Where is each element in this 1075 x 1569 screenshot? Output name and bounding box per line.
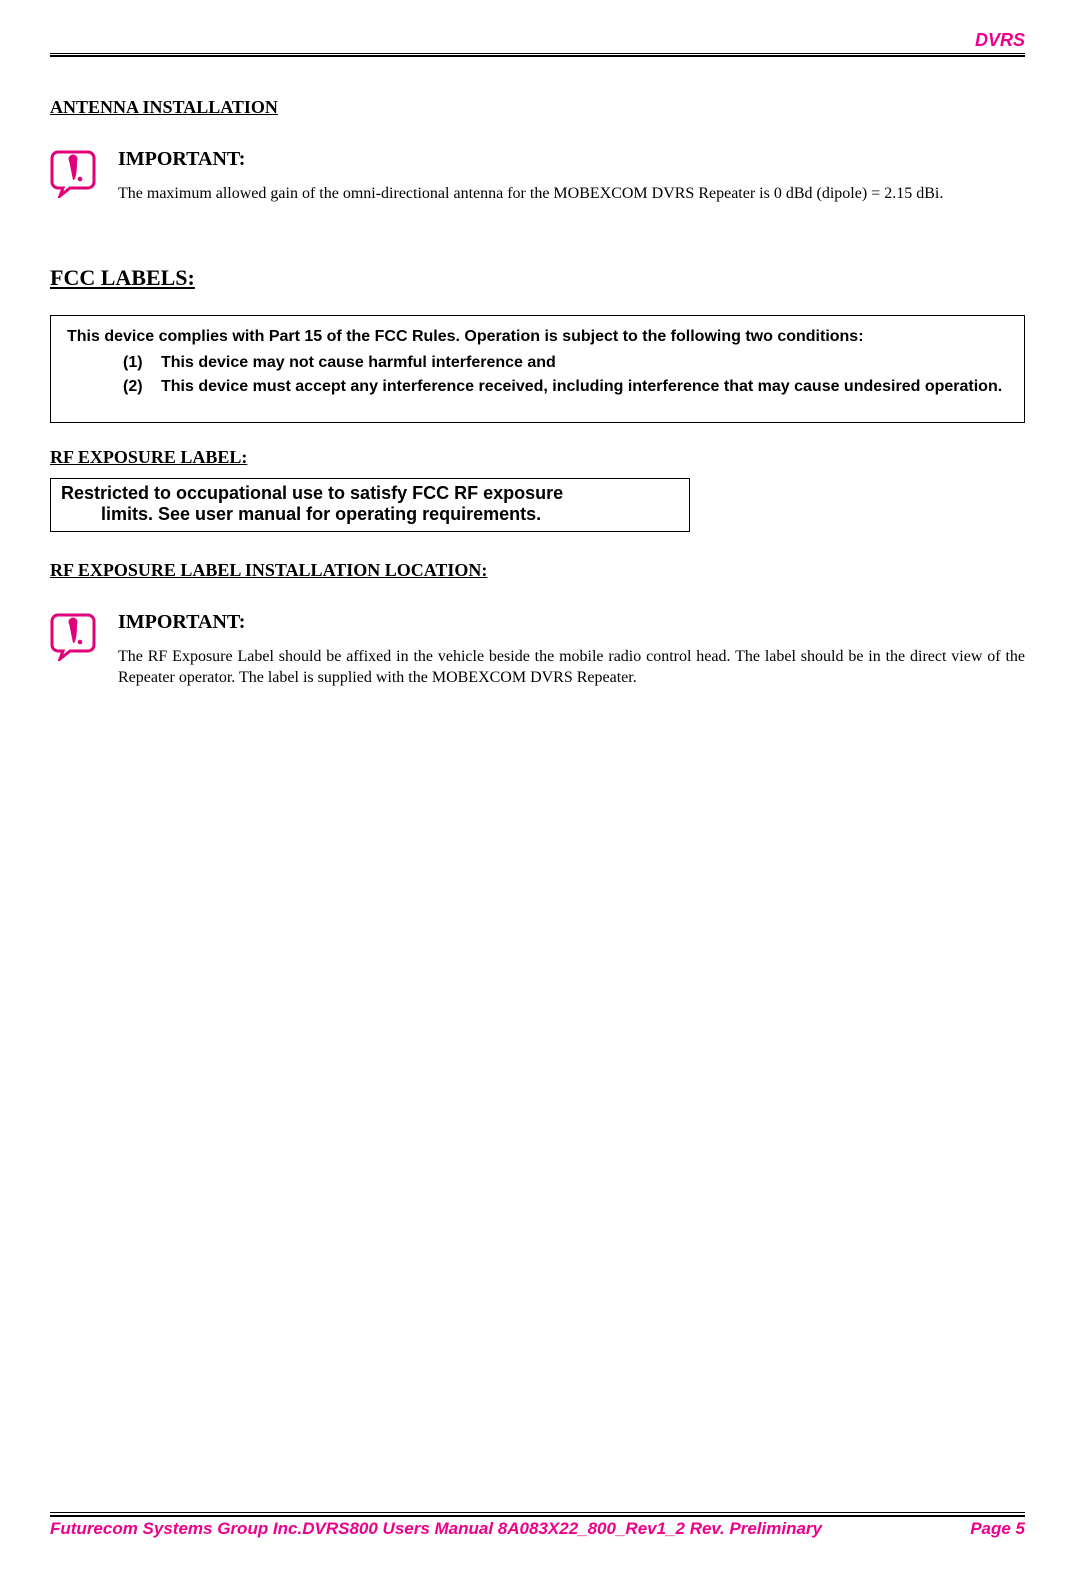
important-body-2: IMPORTANT: The RF Exposure Label should … xyxy=(118,611,1025,689)
footer-line: Futurecom Systems Group Inc.DVRS800 User… xyxy=(50,1515,1025,1539)
fcc-intro: This device complies with Part 15 of the… xyxy=(67,328,1008,346)
important-block-2: IMPORTANT: The RF Exposure Label should … xyxy=(50,611,1025,689)
footer-rule: Futurecom Systems Group Inc.DVRS800 User… xyxy=(50,1512,1025,1539)
rf-box-line1: Restricted to occupational use to satisf… xyxy=(61,483,679,504)
page: DVRS ANTENNA INSTALLATION IMPORTANT: The… xyxy=(0,0,1075,1569)
doc-title: DVRS xyxy=(975,30,1025,50)
header: DVRS xyxy=(50,30,1025,54)
footer-left: Futurecom Systems Group Inc.DVRS800 User… xyxy=(50,1519,822,1539)
important-icon xyxy=(50,611,100,661)
fcc-item-text: This device must accept any interference… xyxy=(161,378,1002,396)
important-text-1: The maximum allowed gain of the omni-dir… xyxy=(118,183,1025,205)
important-heading-2: IMPORTANT: xyxy=(118,611,1025,634)
fcc-item-num: (1) xyxy=(123,354,153,372)
important-heading-1: IMPORTANT: xyxy=(118,148,1025,171)
rf-box-line2: limits. See user manual for operating re… xyxy=(61,504,679,525)
content: ANTENNA INSTALLATION IMPORTANT: The maxi… xyxy=(50,57,1025,689)
fcc-box: This device complies with Part 15 of the… xyxy=(50,315,1025,423)
antenna-heading: ANTENNA INSTALLATION xyxy=(50,97,1025,118)
fcc-item: (2) This device must accept any interfer… xyxy=(123,378,1008,396)
fcc-item-num: (2) xyxy=(123,378,153,396)
footer: Futurecom Systems Group Inc.DVRS800 User… xyxy=(50,1512,1025,1539)
fcc-item: (1) This device may not cause harmful in… xyxy=(123,354,1008,372)
important-icon xyxy=(50,148,100,198)
important-body-1: IMPORTANT: The maximum allowed gain of t… xyxy=(118,148,1025,205)
important-block-1: IMPORTANT: The maximum allowed gain of t… xyxy=(50,148,1025,205)
fcc-heading: FCC LABELS: xyxy=(50,265,1025,291)
important-text-2: The RF Exposure Label should be affixed … xyxy=(118,646,1025,689)
fcc-list: (1) This device may not cause harmful in… xyxy=(67,354,1008,396)
rf-exposure-heading: RF EXPOSURE LABEL: xyxy=(50,447,1025,468)
rf-exposure-box: Restricted to occupational use to satisf… xyxy=(50,478,690,532)
rf-location-heading: RF EXPOSURE LABEL INSTALLATION LOCATION: xyxy=(50,560,1025,581)
footer-right: Page 5 xyxy=(970,1519,1025,1539)
header-rule: DVRS xyxy=(50,30,1025,57)
fcc-item-text: This device may not cause harmful interf… xyxy=(161,354,556,372)
